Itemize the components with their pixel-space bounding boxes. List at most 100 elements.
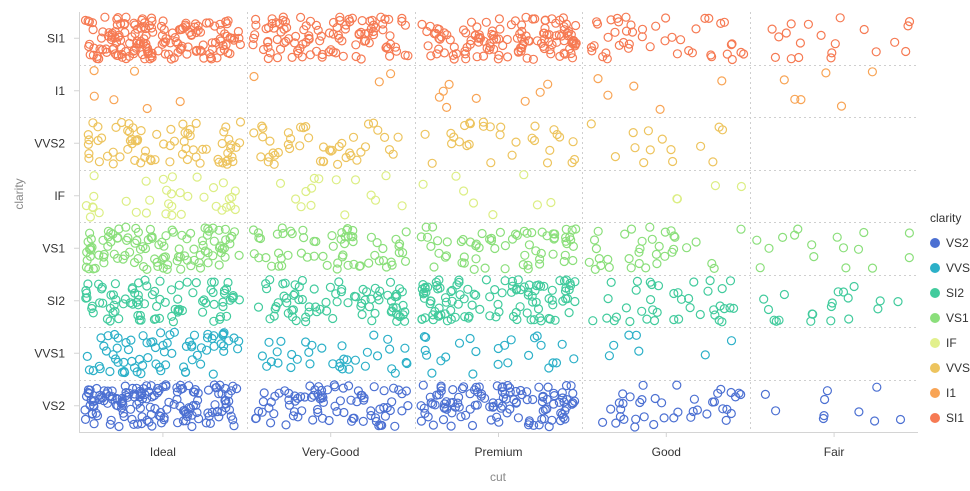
point-vs2-premium <box>549 391 560 401</box>
point-vs1-very-good <box>386 257 396 267</box>
point-si2-very-good <box>328 313 338 324</box>
legend-label: I1 <box>946 386 956 400</box>
point-vs2-premium <box>459 382 469 392</box>
legend-label: VS1 <box>946 311 969 325</box>
point-si2-very-good <box>343 298 353 308</box>
point-vs1-good <box>669 231 679 241</box>
point-si1-very-good <box>316 31 326 41</box>
point-si2-premium <box>515 302 525 312</box>
point-vs2-fair <box>770 406 781 416</box>
point-si1-ideal <box>225 48 235 59</box>
point-vs2-ideal <box>127 414 137 424</box>
point-vs1-ideal <box>195 250 205 260</box>
point-vs1-ideal <box>195 263 206 273</box>
point-vs1-premium <box>416 232 426 242</box>
point-vs1-premium <box>471 254 481 264</box>
point-si1-good <box>736 47 746 58</box>
point-vs1-very-good <box>277 261 287 271</box>
point-vs2-premium <box>447 408 457 418</box>
point-vs1-good <box>670 232 680 242</box>
y-tick-label: SI1 <box>47 31 65 45</box>
point-si1-premium <box>569 35 579 46</box>
point-vs1-good <box>624 254 634 264</box>
point-si2-good <box>703 286 713 296</box>
point-si2-premium <box>570 296 580 307</box>
point-vvs2-premium <box>545 145 555 155</box>
point-if-very-good <box>350 175 361 185</box>
point-vs1-very-good <box>274 248 284 258</box>
point-si1-fair <box>770 52 781 63</box>
point-vvs1-ideal <box>154 362 165 372</box>
point-vvs2-very-good <box>258 132 268 142</box>
point-vvs2-ideal <box>132 136 142 146</box>
point-si1-fair <box>794 52 804 63</box>
point-vs2-good <box>686 412 696 422</box>
point-vvs1-premium <box>551 358 562 368</box>
point-si2-ideal <box>111 295 121 305</box>
point-si1-very-good <box>383 44 393 54</box>
point-vvs2-ideal <box>214 157 224 167</box>
point-vs1-good <box>707 258 717 269</box>
legend-swatch <box>930 313 940 323</box>
point-vs1-ideal <box>214 260 224 270</box>
point-si2-premium <box>550 315 560 325</box>
point-si2-good <box>715 301 725 311</box>
point-si2-very-good <box>290 280 300 290</box>
point-vvs2-ideal <box>219 127 229 137</box>
point-if-very-good <box>340 210 350 220</box>
point-vvs2-ideal <box>145 154 155 164</box>
point-si2-fair <box>849 281 859 292</box>
point-si1-premium <box>560 49 570 59</box>
point-vvs1-premium <box>503 358 513 368</box>
point-si1-premium <box>559 25 570 35</box>
point-vs1-ideal <box>146 232 156 242</box>
point-si2-fair <box>826 316 836 326</box>
point-vs1-good <box>635 244 645 254</box>
point-si1-very-good <box>317 52 327 62</box>
point-si2-good <box>642 314 652 324</box>
point-vvs1-ideal <box>219 328 229 338</box>
point-vs2-good <box>625 392 635 402</box>
point-vvs2-very-good <box>304 133 314 143</box>
point-si1-good <box>627 27 638 37</box>
point-si2-ideal <box>209 316 219 326</box>
point-vs1-ideal <box>145 224 155 234</box>
point-si1-premium <box>502 34 512 45</box>
point-si1-very-good <box>354 29 364 40</box>
point-si1-ideal <box>84 39 95 49</box>
point-si1-good <box>637 32 647 42</box>
point-si2-very-good <box>304 302 314 312</box>
point-if-very-good <box>370 195 381 205</box>
point-si2-ideal <box>198 296 208 306</box>
point-si2-ideal <box>133 310 143 321</box>
point-si2-premium <box>530 286 540 296</box>
point-if-very-good <box>291 194 301 204</box>
point-vs2-ideal <box>173 418 183 428</box>
x-tick-label: Good <box>652 445 681 459</box>
point-vvs2-ideal <box>224 134 234 144</box>
point-si1-good <box>621 26 632 36</box>
point-if-ideal <box>85 212 96 222</box>
point-vs1-premium <box>426 241 436 251</box>
point-vs1-ideal <box>84 228 95 238</box>
point-vs2-ideal <box>106 415 116 425</box>
point-vs1-very-good <box>277 223 287 233</box>
point-vs1-very-good <box>328 241 338 251</box>
point-if-ideal <box>141 176 151 186</box>
point-si1-very-good <box>356 54 366 64</box>
point-vs2-premium <box>522 387 532 397</box>
point-vs2-premium <box>561 381 572 391</box>
point-si1-very-good <box>326 45 336 55</box>
point-vvs2-ideal <box>88 118 98 128</box>
point-vs2-good <box>618 389 628 399</box>
point-vvs1-ideal <box>103 331 113 341</box>
point-vs1-good <box>584 257 594 267</box>
point-vs1-very-good <box>348 237 358 247</box>
point-si1-very-good <box>263 42 273 52</box>
point-si2-premium <box>547 285 557 295</box>
point-vs2-ideal <box>114 421 124 432</box>
point-vvs1-good <box>609 340 619 350</box>
point-si2-good <box>602 313 612 323</box>
point-si1-very-good <box>368 26 378 37</box>
